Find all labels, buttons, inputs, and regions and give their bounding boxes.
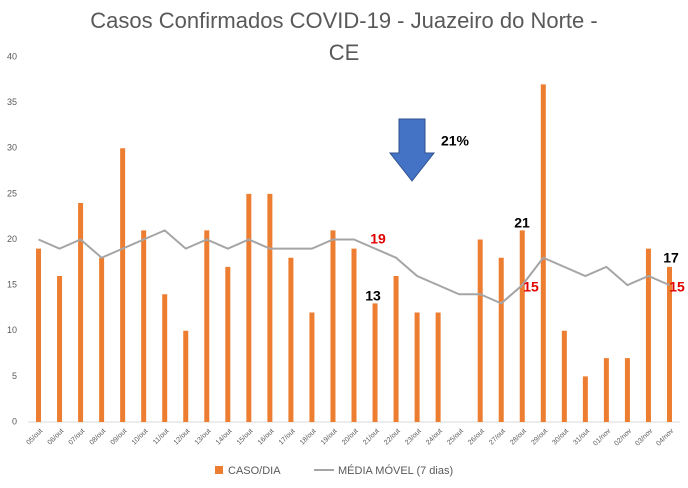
bar	[666, 266, 672, 422]
x-tick-label: 18/out	[299, 428, 318, 447]
bar	[351, 248, 357, 422]
x-tick-label: 24/out	[425, 428, 444, 447]
annotation: 19	[370, 231, 386, 247]
x-tick-label: 15/out	[236, 428, 255, 447]
y-tick-label: 0	[12, 416, 17, 426]
bar	[162, 294, 168, 422]
y-tick-label: 15	[7, 280, 17, 290]
bar	[330, 230, 336, 422]
annotation: 15	[523, 279, 539, 295]
x-tick-label: 17/out	[278, 428, 297, 447]
bar	[540, 84, 546, 422]
annotation: 17	[663, 250, 679, 266]
bar	[645, 248, 651, 422]
x-tick-label: 14/out	[215, 428, 234, 447]
x-tick-label: 21/out	[362, 428, 381, 447]
chart-title: CE	[329, 40, 360, 65]
x-tick-label: 10/out	[131, 428, 150, 447]
bar	[120, 148, 126, 422]
x-tick-label: 07/out	[68, 428, 87, 447]
x-tick-label: 03/nov	[634, 427, 654, 447]
y-tick-label: 40	[7, 51, 17, 61]
bar	[141, 230, 147, 422]
x-tick-label: 22/out	[383, 428, 402, 447]
y-tick-label: 30	[7, 143, 17, 153]
y-tick-label: 20	[7, 234, 17, 244]
bar	[372, 303, 378, 422]
chart-title: Casos Confirmados COVID-19 - Juazeiro do…	[90, 8, 597, 33]
x-tick-label: 13/out	[194, 428, 213, 447]
annotation: 21	[514, 215, 530, 231]
bar	[78, 203, 84, 422]
x-tick-label: 29/out	[530, 428, 549, 447]
legend-label: CASO/DIA	[228, 465, 281, 477]
y-tick-label: 5	[12, 371, 17, 381]
x-tick-label: 04/nov	[655, 427, 675, 447]
annotation: 13	[365, 288, 381, 304]
x-tick-label: 30/out	[551, 428, 570, 447]
bar	[36, 248, 42, 422]
x-tick-label: 08/out	[89, 428, 108, 447]
bar	[435, 312, 441, 422]
x-tick-label: 05/out	[26, 428, 45, 447]
bar	[603, 358, 609, 422]
bar	[267, 193, 273, 422]
y-tick-label: 10	[7, 325, 17, 335]
bar	[498, 257, 504, 422]
x-tick-label: 23/out	[404, 428, 423, 447]
bar	[414, 312, 420, 422]
bar	[288, 257, 294, 422]
bar	[246, 193, 252, 422]
bar	[561, 330, 567, 422]
x-tick-label: 12/out	[173, 428, 192, 447]
bar	[309, 312, 315, 422]
x-tick-label: 25/out	[446, 428, 465, 447]
x-tick-label: 27/out	[488, 428, 507, 447]
arrow	[388, 118, 436, 182]
bar	[477, 239, 483, 422]
y-tick-label: 35	[7, 97, 17, 107]
bar	[519, 230, 525, 422]
bar	[393, 276, 399, 422]
y-tick-label: 25	[7, 188, 17, 198]
x-tick-label: 31/out	[572, 428, 591, 447]
legend-swatch	[215, 466, 223, 474]
bar	[225, 266, 231, 422]
annotation: 21%	[441, 133, 470, 149]
line	[38, 229, 670, 305]
x-tick-label: 06/out	[47, 428, 66, 447]
x-tick-label: 19/out	[320, 428, 339, 447]
bar	[57, 276, 63, 422]
x-tick-label: 01/nov	[592, 427, 612, 447]
x-tick-label: 20/out	[341, 428, 360, 447]
x-tick-label: 02/nov	[613, 427, 633, 447]
bar	[99, 257, 105, 422]
bar	[624, 358, 630, 422]
bar	[582, 376, 588, 422]
x-tick-label: 28/out	[509, 428, 528, 447]
bar	[183, 330, 189, 422]
bar	[204, 230, 210, 422]
x-tick-label: 26/out	[467, 428, 486, 447]
x-tick-label: 09/out	[110, 428, 129, 447]
annotation: 15	[669, 279, 685, 295]
legend-label: MÉDIA MÓVEL (7 dias)	[338, 464, 453, 477]
x-tick-label: 16/out	[257, 428, 276, 447]
x-tick-label: 11/out	[152, 428, 170, 446]
